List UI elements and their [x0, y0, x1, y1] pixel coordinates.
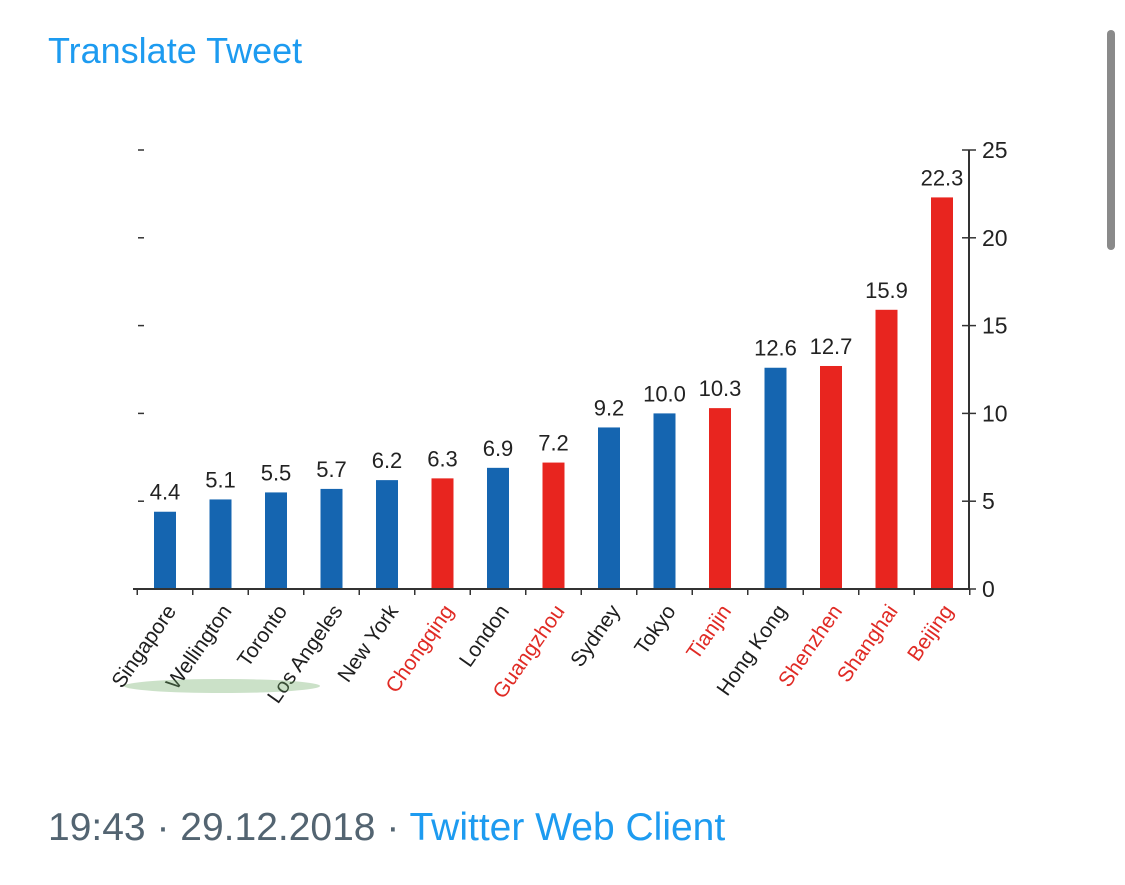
translate-tweet-link[interactable]: Translate Tweet — [48, 30, 303, 71]
value-label: 4.4 — [150, 480, 181, 505]
tweet-time[interactable]: 19:43 — [48, 806, 146, 849]
category-label: Tokyo — [630, 601, 680, 659]
tweet-meta: 19:43 · 29.12.2018 · Twitter Web Client — [48, 806, 725, 850]
bar — [209, 499, 232, 589]
value-label: 6.2 — [372, 448, 403, 473]
separator: · — [156, 806, 170, 849]
category-label: London — [455, 601, 514, 672]
bar — [931, 197, 953, 590]
category-label: Toronto — [233, 601, 292, 672]
y-tick-label: 20 — [982, 225, 1008, 251]
bar — [820, 365, 842, 589]
value-label: 6.3 — [427, 446, 458, 471]
value-label: 12.7 — [810, 334, 853, 359]
highlight-smudge — [124, 679, 320, 693]
value-label: 9.2 — [594, 395, 625, 420]
bar — [709, 408, 731, 589]
bar — [154, 511, 176, 589]
bar — [265, 492, 287, 589]
bar — [320, 488, 343, 589]
axis-layer: 0 5 10 15 20 25 — [124, 137, 1008, 693]
bar — [487, 467, 509, 589]
bar — [431, 478, 454, 589]
tweet-date[interactable]: 29.12.2018 — [180, 806, 376, 849]
y-tick-label: 5 — [982, 488, 995, 514]
category-label: Tianjin — [682, 601, 736, 664]
category-label: Beijing — [903, 601, 958, 666]
category-label: Sydney — [566, 600, 625, 671]
value-label: 5.1 — [205, 467, 236, 492]
value-label: 6.9 — [483, 436, 514, 461]
value-label: 5.5 — [261, 460, 292, 485]
bar — [875, 309, 898, 589]
tweet-client-link[interactable]: Twitter Web Client — [409, 806, 726, 849]
bar — [764, 367, 787, 589]
y-tick-label: 25 — [982, 137, 1008, 163]
bars-layer — [154, 197, 953, 590]
value-label: 15.9 — [865, 278, 908, 303]
value-label: 10.0 — [643, 381, 686, 406]
value-label: 7.2 — [538, 431, 569, 456]
value-label: 22.3 — [921, 165, 964, 190]
scrollbar[interactable] — [1107, 30, 1115, 250]
bar — [598, 427, 620, 589]
bar — [542, 462, 565, 589]
value-label: 5.7 — [316, 457, 347, 482]
separator: · — [386, 806, 400, 849]
y-tick-label: 10 — [982, 400, 1008, 426]
value-label: 12.6 — [754, 336, 797, 361]
value-label: 10.3 — [699, 376, 742, 401]
bar — [376, 480, 398, 589]
y-tick-label: 15 — [982, 313, 1008, 339]
bar — [653, 413, 676, 589]
y-tick-label: 0 — [982, 576, 995, 602]
